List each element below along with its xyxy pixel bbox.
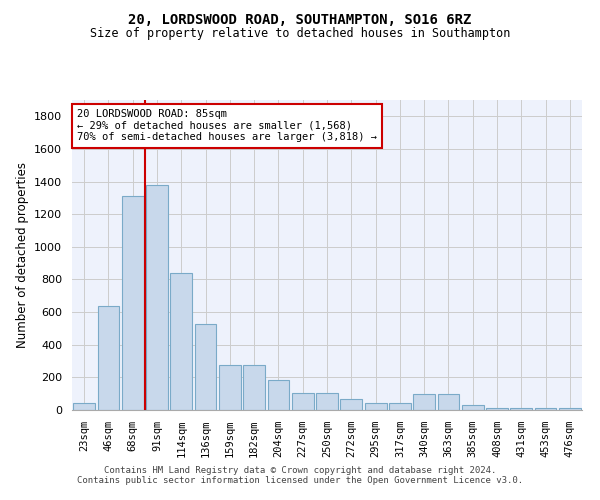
- Text: 20 LORDSWOOD ROAD: 85sqm
← 29% of detached houses are smaller (1,568)
70% of sem: 20 LORDSWOOD ROAD: 85sqm ← 29% of detach…: [77, 110, 377, 142]
- Y-axis label: Number of detached properties: Number of detached properties: [16, 162, 29, 348]
- Text: Size of property relative to detached houses in Southampton: Size of property relative to detached ho…: [90, 28, 510, 40]
- Bar: [170, 273, 192, 410]
- Bar: [559, 408, 581, 410]
- Bar: [365, 404, 386, 410]
- Bar: [340, 400, 362, 410]
- Bar: [219, 365, 241, 410]
- Bar: [194, 324, 217, 410]
- Bar: [437, 394, 460, 410]
- Bar: [146, 185, 168, 410]
- Bar: [122, 196, 143, 410]
- Bar: [243, 365, 265, 410]
- Bar: [97, 306, 119, 410]
- Text: 20, LORDSWOOD ROAD, SOUTHAMPTON, SO16 6RZ: 20, LORDSWOOD ROAD, SOUTHAMPTON, SO16 6R…: [128, 12, 472, 26]
- Bar: [268, 380, 289, 410]
- Bar: [486, 408, 508, 410]
- Text: Contains HM Land Registry data © Crown copyright and database right 2024.
Contai: Contains HM Land Registry data © Crown c…: [77, 466, 523, 485]
- Bar: [462, 405, 484, 410]
- Bar: [292, 393, 314, 410]
- Bar: [389, 404, 411, 410]
- Bar: [535, 408, 556, 410]
- Bar: [73, 402, 95, 410]
- Bar: [316, 393, 338, 410]
- Bar: [413, 394, 435, 410]
- Bar: [511, 408, 532, 410]
